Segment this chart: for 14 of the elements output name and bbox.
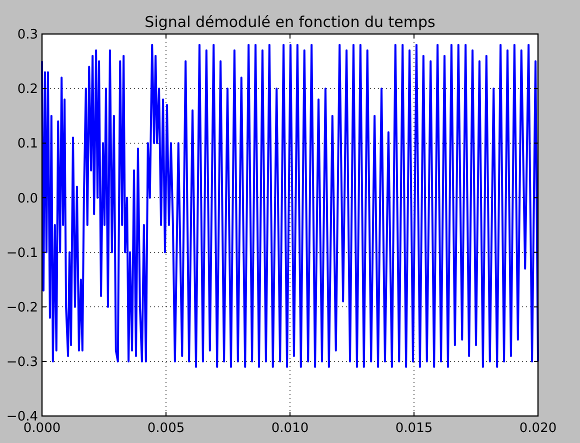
x-tick-label: 0.015	[395, 421, 433, 436]
y-tick-label: 0.1	[17, 136, 38, 152]
line-series	[41, 44, 539, 368]
y-tick-label: 0.2	[17, 82, 38, 98]
x-tick-label: 0.010	[271, 421, 309, 436]
y-tick-label: −0.3	[6, 354, 38, 370]
y-tick-label: −0.2	[6, 300, 38, 316]
chart-title: Signal démodulé en fonction du temps	[144, 13, 436, 31]
x-tick-label: 0.005	[147, 421, 185, 436]
y-tick-label: −0.1	[6, 246, 38, 261]
y-tick-label: 0.0	[17, 191, 38, 206]
x-tick-label: 0.000	[23, 421, 61, 436]
y-tick-label: 0.3	[17, 28, 38, 43]
x-tick-label: 0.020	[519, 421, 557, 436]
